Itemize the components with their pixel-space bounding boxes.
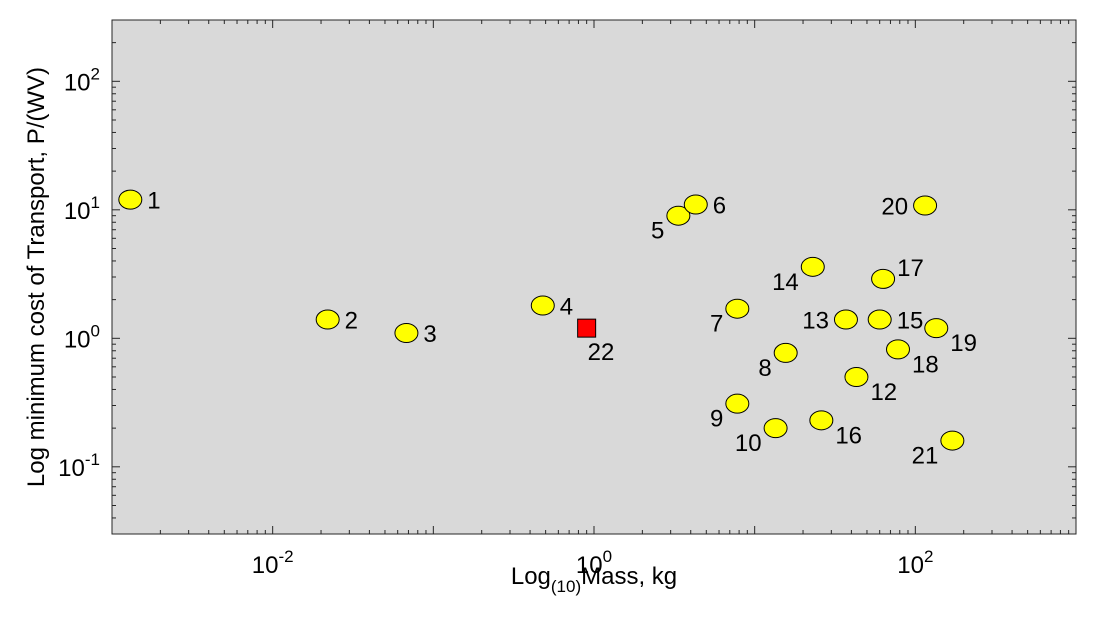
point-marker <box>315 309 340 330</box>
x-axis: 10-2 100 102 <box>111 20 1070 579</box>
point-marker <box>773 342 798 363</box>
x-axis-title: Log(10)Mass, kg <box>511 563 677 596</box>
x-tick-base: 10 <box>252 552 279 579</box>
point-label: 10 <box>735 430 762 457</box>
point-label: 8 <box>758 355 771 382</box>
point-marker-square <box>577 318 597 338</box>
point-label: 17 <box>897 255 924 282</box>
x-tick-exponent: 0 <box>603 547 612 566</box>
point-label: 19 <box>950 330 977 357</box>
point-marker <box>844 366 869 387</box>
x-tick-exponent: -2 <box>278 547 293 566</box>
y-tick-label: 100 <box>64 321 100 353</box>
point-label: 6 <box>713 192 726 219</box>
y-tick-exponent: 2 <box>91 64 100 83</box>
x-axis-title-suffix: Mass, kg <box>581 563 677 590</box>
x-tick-base: 10 <box>576 552 603 579</box>
point-label: 7 <box>710 311 723 338</box>
plot-area <box>111 19 1077 535</box>
x-axis-title-subscript: (10) <box>551 577 581 596</box>
y-tick-label: 101 <box>64 193 100 225</box>
x-tick-exponent: 2 <box>924 547 933 566</box>
point-marker <box>394 322 419 343</box>
point-marker <box>763 418 788 439</box>
y-tick-label: 10-1 <box>58 450 100 482</box>
point-marker <box>800 256 825 277</box>
x-tick-label: 10-2 <box>252 547 294 579</box>
y-tick-base: 10 <box>64 326 91 353</box>
y-axis-title: Log minimum cost of Transport, P/(WV) <box>23 67 50 487</box>
point-marker <box>666 205 691 226</box>
point-marker <box>867 309 892 330</box>
point-label: 18 <box>912 351 939 378</box>
point-marker <box>809 410 834 431</box>
point-label: 3 <box>423 321 436 348</box>
point-marker <box>871 268 896 289</box>
point-label: 14 <box>772 269 799 296</box>
point-label: 2 <box>345 308 358 335</box>
point-label: 4 <box>560 294 573 321</box>
y-tick-exponent: -1 <box>85 450 100 469</box>
point-marker <box>530 295 555 316</box>
point-label: 22 <box>588 339 615 366</box>
y-tick-label: 102 <box>64 64 100 96</box>
point-marker <box>924 318 949 339</box>
point-label: 12 <box>870 379 897 406</box>
point-marker <box>940 430 965 451</box>
y-tick-base: 10 <box>64 69 91 96</box>
point-label: 20 <box>881 194 908 221</box>
point-marker <box>725 298 750 319</box>
point-label: 15 <box>897 308 924 335</box>
point-marker <box>833 309 858 330</box>
x-tick-base: 10 <box>897 552 924 579</box>
y-tick-base: 10 <box>58 455 85 482</box>
point-marker <box>725 393 750 414</box>
x-axis-title-prefix: Log <box>511 563 551 590</box>
point-marker <box>118 189 143 210</box>
y-tick-base: 10 <box>64 198 91 225</box>
point-label: 5 <box>651 218 664 245</box>
y-tick-exponent: 1 <box>91 193 100 212</box>
y-tick-exponent: 0 <box>91 321 100 340</box>
point-marker <box>683 194 708 215</box>
point-marker <box>913 195 938 216</box>
x-tick-label: 100 <box>576 547 612 579</box>
x-tick-label: 102 <box>897 547 933 579</box>
point-label: 16 <box>835 422 862 449</box>
point-label: 1 <box>147 188 160 215</box>
point-label: 9 <box>710 406 723 433</box>
point-label: 13 <box>802 308 829 335</box>
point-label: 21 <box>912 443 939 470</box>
point-marker <box>885 339 910 360</box>
